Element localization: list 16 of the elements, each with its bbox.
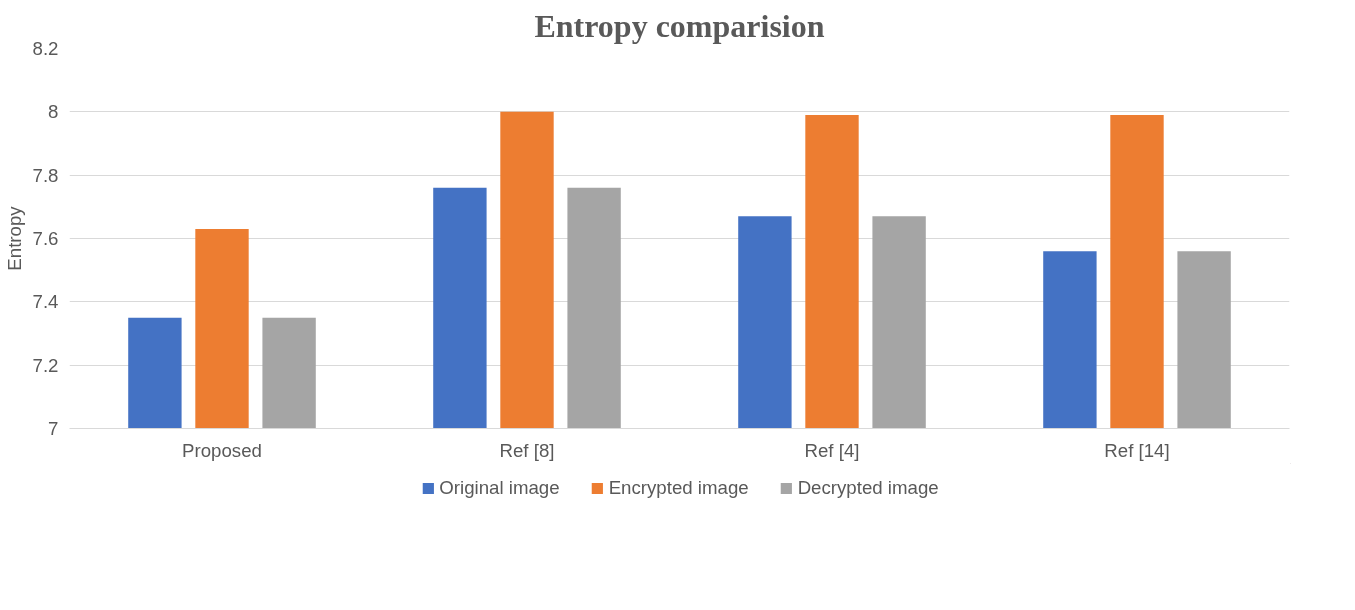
x-tick-label: Ref [4] <box>804 439 860 461</box>
legend-label: Encrypted image <box>608 477 749 499</box>
x-tick-label: Proposed <box>182 439 262 461</box>
y-tick-label: 8 <box>48 101 59 123</box>
legend-label: Original image <box>439 477 560 499</box>
x-tick-label: Ref [14] <box>1104 439 1170 461</box>
legend-label: Decrypted image <box>797 477 939 499</box>
chart-title: Entropy comparision <box>534 7 825 44</box>
y-tick-label: 7.4 <box>32 291 59 313</box>
y-tick-label: 7.6 <box>32 228 59 249</box>
y-tick-label: 8.2 <box>32 38 59 59</box>
y-tick-label: 7.8 <box>32 164 59 186</box>
y-axis-title: Entropy <box>3 205 25 271</box>
y-tick-label: 7 <box>48 418 59 439</box>
y-tick-label: 7.2 <box>32 354 59 376</box>
x-tick-label: Ref [8] <box>499 439 555 461</box>
